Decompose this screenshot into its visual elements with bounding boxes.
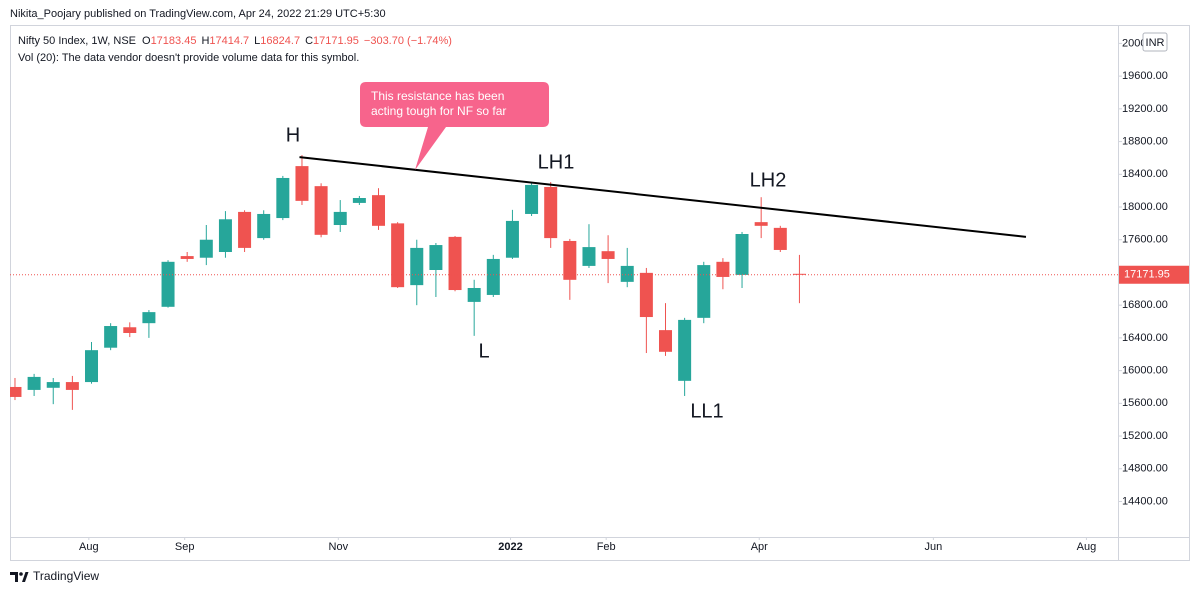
pattern-label: LL1 <box>690 400 723 422</box>
x-tick-label: Nov <box>329 541 349 553</box>
plot-area <box>10 155 1027 410</box>
candle-body <box>544 186 558 239</box>
y-tick-label: 17600.00 <box>1122 234 1168 246</box>
x-tick-label: Sep <box>175 541 195 553</box>
candle-body <box>639 272 653 318</box>
candle-body <box>467 287 481 302</box>
candle-body <box>716 261 730 277</box>
candle-body <box>620 265 634 282</box>
ohlc-key: L <box>254 35 260 47</box>
candle-body <box>372 195 386 226</box>
candle-body <box>314 186 328 235</box>
candle-body <box>123 327 137 333</box>
candle-body <box>486 258 500 295</box>
candle-body <box>85 350 99 383</box>
candle-body <box>429 245 443 270</box>
candle-body <box>180 256 194 259</box>
last-price-box <box>1119 265 1189 284</box>
y-tick-label: 18800.00 <box>1122 135 1168 147</box>
symbol: Nifty 50 Index, 1W, NSE <box>18 35 136 47</box>
change: −303.70 (−1.74%) <box>364 35 452 47</box>
pattern-label: LH1 <box>538 151 575 173</box>
candle-body <box>10 386 22 397</box>
candle-body <box>773 227 787 250</box>
candle-body <box>27 376 41 390</box>
x-tick-label: Aug <box>1077 541 1097 553</box>
candle-body <box>65 382 79 390</box>
candle-body <box>678 319 692 381</box>
candle-body <box>161 261 175 307</box>
callout-box <box>360 82 549 170</box>
legend-line: Nifty 50 Index, 1W, NSE O17183.45 H17414.7… <box>18 35 452 47</box>
callout-text: This resistance has been <box>371 89 504 103</box>
ohlc-key: H <box>201 35 209 47</box>
x-tick-label: Apr <box>751 541 768 553</box>
trendline <box>299 156 1027 238</box>
pattern-label: L <box>478 340 489 362</box>
last-price-label: 17171.95 <box>1124 269 1170 281</box>
candle-body <box>257 213 271 239</box>
pattern-label: H <box>286 124 300 146</box>
currency-label: INR <box>1146 37 1165 49</box>
candle-body <box>199 239 213 258</box>
x-tick-label: Aug <box>79 541 99 553</box>
y-tick-label: 15600.00 <box>1122 397 1168 409</box>
candle-body <box>410 247 424 286</box>
y-tick-label: 18400.00 <box>1122 168 1168 180</box>
candle-body <box>505 220 519 258</box>
candle-body <box>238 211 252 248</box>
candle-body <box>391 223 405 288</box>
y-tick-label: 14400.00 <box>1122 495 1168 507</box>
brand-name: TradingView <box>33 569 99 583</box>
y-tick-label: 15200.00 <box>1122 430 1168 442</box>
x-tick-label: 2022 <box>498 541 522 553</box>
x-tick-label: Feb <box>597 541 616 553</box>
candle-body <box>142 312 156 324</box>
ohlc-value: 17171.95 <box>313 35 359 47</box>
y-tick-label: 19200.00 <box>1122 103 1168 115</box>
pattern-label: LH2 <box>750 169 787 191</box>
y-tick-label: 16400.00 <box>1122 332 1168 344</box>
published-line: Nikita_Poojary published on TradingView.… <box>10 8 386 20</box>
volume-note: Vol (20): The data vendor doesn't provid… <box>18 52 359 64</box>
x-tick-label: Jun <box>924 541 942 553</box>
legend-header: Nifty 50 Index, 1W, NSE O17183.45 H17414.7… <box>18 35 452 47</box>
ohlc-value: 17414.7 <box>209 35 249 47</box>
callout-text: acting tough for NF so far <box>371 104 506 118</box>
y-tick-label: 16800.00 <box>1122 299 1168 311</box>
candle-body <box>582 247 596 266</box>
y-tick-label: 18000.00 <box>1122 201 1168 213</box>
candle-body <box>333 211 347 226</box>
candle-body <box>46 382 60 388</box>
ohlc-key: C <box>305 35 313 47</box>
ohlc-value: 16824.7 <box>260 35 300 47</box>
currency-box <box>1142 32 1168 52</box>
candle-body <box>448 236 462 291</box>
candle-body <box>104 326 118 348</box>
y-tick-label: 16000.00 <box>1122 365 1168 377</box>
ohlc-value: 17183.45 <box>151 35 197 47</box>
candle-body <box>735 234 749 275</box>
ohlc-key: O <box>142 35 151 47</box>
candle-body <box>276 177 290 219</box>
candle-body <box>659 330 673 352</box>
candle-body <box>218 219 232 253</box>
candle-body <box>754 222 768 226</box>
y-tick-label: 19600.00 <box>1122 70 1168 82</box>
chart-frame <box>10 25 1190 561</box>
y-tick-label: 14800.00 <box>1122 463 1168 475</box>
candle-body <box>525 184 539 214</box>
candle-body <box>697 265 711 318</box>
candle-body <box>601 251 615 259</box>
candle-body <box>563 240 577 280</box>
candle-body <box>352 198 366 203</box>
candle-body <box>295 166 309 201</box>
brand-logo <box>10 572 29 582</box>
